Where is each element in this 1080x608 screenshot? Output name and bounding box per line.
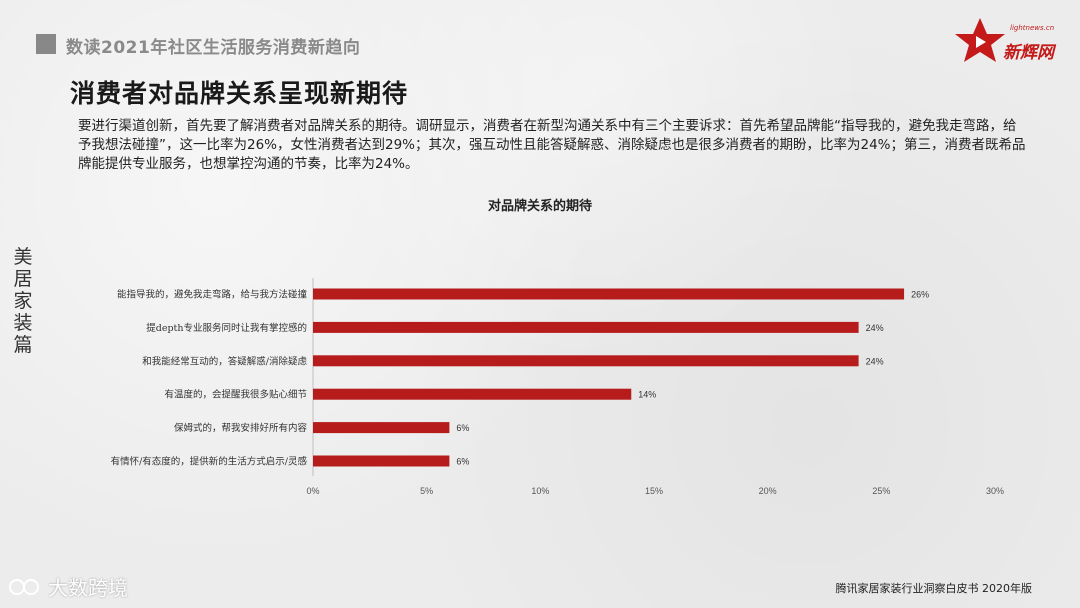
bar-4 — [313, 422, 450, 434]
value-label-0: 26% — [911, 290, 929, 300]
logo-text: 新辉网 — [1003, 43, 1054, 63]
category-label-0: 能指导我的，避免我走弯路，给与我方法碰撞 — [117, 289, 308, 301]
x-tick-label-1: 5% — [420, 486, 433, 496]
header-text: 数读2021年社区生活服务消费新趋向 — [66, 38, 361, 58]
x-tick-label-3: 15% — [645, 486, 663, 496]
x-tick-label-4: 20% — [759, 486, 777, 496]
category-label-2: 和我能经常互动的，答疑解惑/消除疑虑 — [142, 355, 307, 367]
value-label-1: 24% — [866, 323, 884, 333]
x-tick-label-0: 0% — [306, 486, 319, 496]
header-square — [36, 34, 56, 54]
x-tick-label-5: 25% — [872, 486, 890, 496]
category-label-1: 提depth专业服务同时让我有掌控感的 — [146, 322, 307, 334]
category-label-3: 有温度的，会提醒我很多贴心细节 — [164, 389, 307, 401]
category-label-5: 有情怀/有态度的，提供新的生活方式启示/灵感 — [111, 456, 308, 468]
watermark: 大数跨境 — [8, 572, 128, 601]
bar-2 — [313, 355, 859, 367]
bar-3 — [313, 388, 632, 400]
chart-title: 对品牌关系的期待 — [487, 199, 592, 214]
side-label: 美居家装篇 — [13, 246, 33, 356]
page-title: 消费者对品牌关系呈现新期待 — [70, 79, 409, 108]
bar-5 — [313, 455, 450, 467]
intro-paragraph: 要进行渠道创新，首先要了解消费者对品牌关系的期待。调研显示，消费者在新型沟通关系… — [78, 118, 1026, 172]
category-label-4: 保姆式的，帮我安排好所有内容 — [174, 422, 308, 434]
x-tick-label-2: 10% — [531, 486, 549, 496]
star-icon — [955, 18, 1005, 62]
watermark-icon — [9, 578, 39, 595]
bar-0 — [313, 288, 905, 300]
x-tick-label-6: 30% — [986, 486, 1004, 496]
value-label-3: 14% — [638, 390, 656, 400]
watermark-text: 大数跨境 — [48, 576, 128, 600]
value-label-5: 6% — [456, 457, 469, 467]
value-label-4: 6% — [456, 423, 469, 433]
bar-1 — [313, 321, 859, 333]
footer-source: 腾讯家居家装行业洞察白皮书 2020年版 — [835, 582, 1033, 595]
brand-logo — [950, 16, 1070, 66]
value-label-2: 24% — [866, 356, 884, 366]
logo-url: lightnews.cn — [1010, 24, 1055, 32]
